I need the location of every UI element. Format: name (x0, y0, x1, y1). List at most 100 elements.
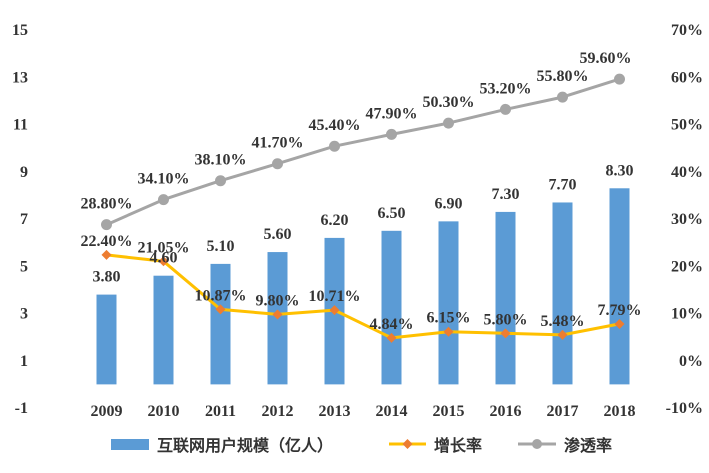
legend: 互联网用户规模（亿人） 增长率 渗透率 (111, 436, 612, 455)
growth-marker-2017 (557, 329, 568, 340)
bar-value-label: 5.10 (207, 238, 235, 255)
penetration-value-label: 34.10% (138, 171, 190, 188)
bar-value-label: 6.20 (321, 212, 349, 229)
penetration-marker-2013 (329, 140, 340, 152)
right-axis-tick-label: 60% (671, 69, 703, 86)
growth-value-label: 21.05% (138, 239, 190, 256)
x-axis-tick-label: 2015 (433, 403, 465, 420)
x-axis-tick-label: 2009 (91, 403, 123, 420)
growth-marker-2013 (329, 305, 340, 316)
right-axis-ticks: -10% 0% 10% 20% 30% 40% 50% 60% 70% (666, 22, 703, 417)
growth-value-label: 4.84% (370, 316, 414, 333)
penetration-value-label: 38.10% (195, 152, 247, 169)
legend-swatch-penetration-marker (532, 439, 542, 449)
growth-marker-2018 (614, 318, 625, 329)
penetration-marker-2014 (386, 128, 397, 140)
penetration-value-label: 28.80% (81, 196, 133, 213)
right-axis-tick-label: 20% (671, 258, 703, 275)
left-axis-tick-label: 3 (20, 306, 28, 323)
growth-marker-2012 (272, 309, 283, 320)
right-axis-tick-label: 40% (671, 164, 703, 181)
data-labels: 3.80 4.60 5.10 5.60 6.20 6.50 6.90 7.30 7.70 8.30… (81, 50, 642, 333)
growth-value-label: 22.40% (81, 233, 133, 250)
right-axis-tick-label: 50% (671, 117, 703, 134)
line-series (101, 73, 625, 343)
x-axis-tick-label: 2018 (604, 403, 636, 420)
legend-swatch-bar (111, 439, 149, 450)
growth-value-label: 9.80% (256, 292, 300, 309)
penetration-marker-2012 (272, 158, 283, 170)
bar-2017 (552, 202, 573, 385)
growth-marker-2015 (443, 326, 454, 337)
left-axis-tick-label: 9 (20, 164, 28, 181)
left-axis-tick-label: 13 (12, 69, 28, 86)
x-axis-ticks: 2009 2010 2011 2012 2013 2014 2015 2016 2017 2018 (91, 403, 636, 420)
penetration-marker-2015 (443, 117, 454, 129)
penetration-marker-2011 (215, 175, 226, 187)
growth-marker-2014 (386, 332, 397, 343)
bar-2009 (96, 294, 117, 385)
growth-value-label: 5.48% (541, 313, 585, 330)
bar-2014 (381, 230, 402, 385)
legend-label-penetration: 渗透率 (564, 436, 612, 455)
growth-value-label: 6.15% (427, 310, 471, 327)
growth-value-label: 7.79% (598, 302, 642, 319)
penetration-value-label: 53.20% (480, 80, 532, 97)
bar-2011 (210, 263, 231, 385)
growth-marker-2009 (101, 249, 112, 260)
legend-label-users: 互联网用户规模（亿人） (157, 436, 333, 455)
legend-label-growth: 增长率 (434, 436, 482, 455)
penetration-value-label: 41.70% (252, 135, 304, 152)
growth-marker-2011 (215, 304, 226, 315)
x-axis-tick-label: 2014 (376, 403, 408, 420)
penetration-value-label: 47.90% (366, 105, 418, 122)
growth-value-label: 5.80% (484, 311, 528, 328)
x-axis-tick-label: 2013 (319, 403, 351, 420)
x-axis-tick-label: 2016 (490, 403, 522, 420)
legend-swatch-growth-marker (402, 439, 413, 449)
penetration-line (105, 77, 621, 227)
penetration-value-label: 59.60% (580, 50, 632, 67)
x-axis-tick-label: 2012 (262, 403, 294, 420)
bar-value-label: 8.30 (606, 162, 634, 179)
bar-value-label: 7.70 (549, 176, 577, 193)
right-axis-tick-label: 0% (679, 353, 703, 370)
left-axis-tick-label: 7 (20, 211, 28, 228)
bar-2018 (609, 188, 630, 385)
right-axis-tick-label: 10% (671, 306, 703, 323)
growth-value-label: 10.71% (309, 288, 361, 305)
bar-value-label: 6.90 (435, 195, 463, 212)
bar-value-label: 3.80 (93, 269, 121, 286)
bar-value-label: 5.60 (264, 226, 292, 243)
x-axis-tick-label: 2011 (205, 403, 236, 420)
right-axis-tick-label: -10% (666, 400, 703, 417)
penetration-marker-2017 (557, 91, 568, 103)
penetration-marker-2010 (158, 194, 169, 206)
bar-series (96, 188, 630, 385)
left-axis-tick-label: 1 (20, 353, 28, 370)
bar-2016 (495, 211, 516, 385)
growth-marker-2010 (158, 256, 169, 267)
penetration-value-label: 45.40% (309, 117, 361, 134)
bar-2015 (438, 221, 459, 385)
penetration-value-label: 55.80% (537, 68, 589, 85)
penetration-marker-2018 (614, 73, 625, 85)
x-axis-tick-label: 2017 (547, 403, 579, 420)
penetration-value-label: 50.30% (423, 94, 475, 111)
bar-value-label: 6.50 (378, 205, 406, 222)
left-axis-tick-label: 11 (13, 117, 28, 134)
left-axis-tick-label: 5 (20, 258, 28, 275)
penetration-marker-2009 (101, 219, 112, 231)
penetration-marker-2016 (500, 103, 511, 115)
right-axis-tick-label: 70% (671, 22, 703, 39)
x-axis-tick-label: 2010 (148, 403, 180, 420)
right-axis-tick-label: 30% (671, 211, 703, 228)
growth-value-label: 10.87% (195, 287, 247, 304)
growth-line (105, 253, 621, 340)
left-axis-tick-label: -1 (15, 400, 28, 417)
left-axis-tick-label: 15 (12, 22, 28, 39)
growth-marker-2016 (500, 328, 511, 339)
bar-value-label: 4.60 (150, 250, 178, 267)
bar-2010 (153, 275, 174, 385)
